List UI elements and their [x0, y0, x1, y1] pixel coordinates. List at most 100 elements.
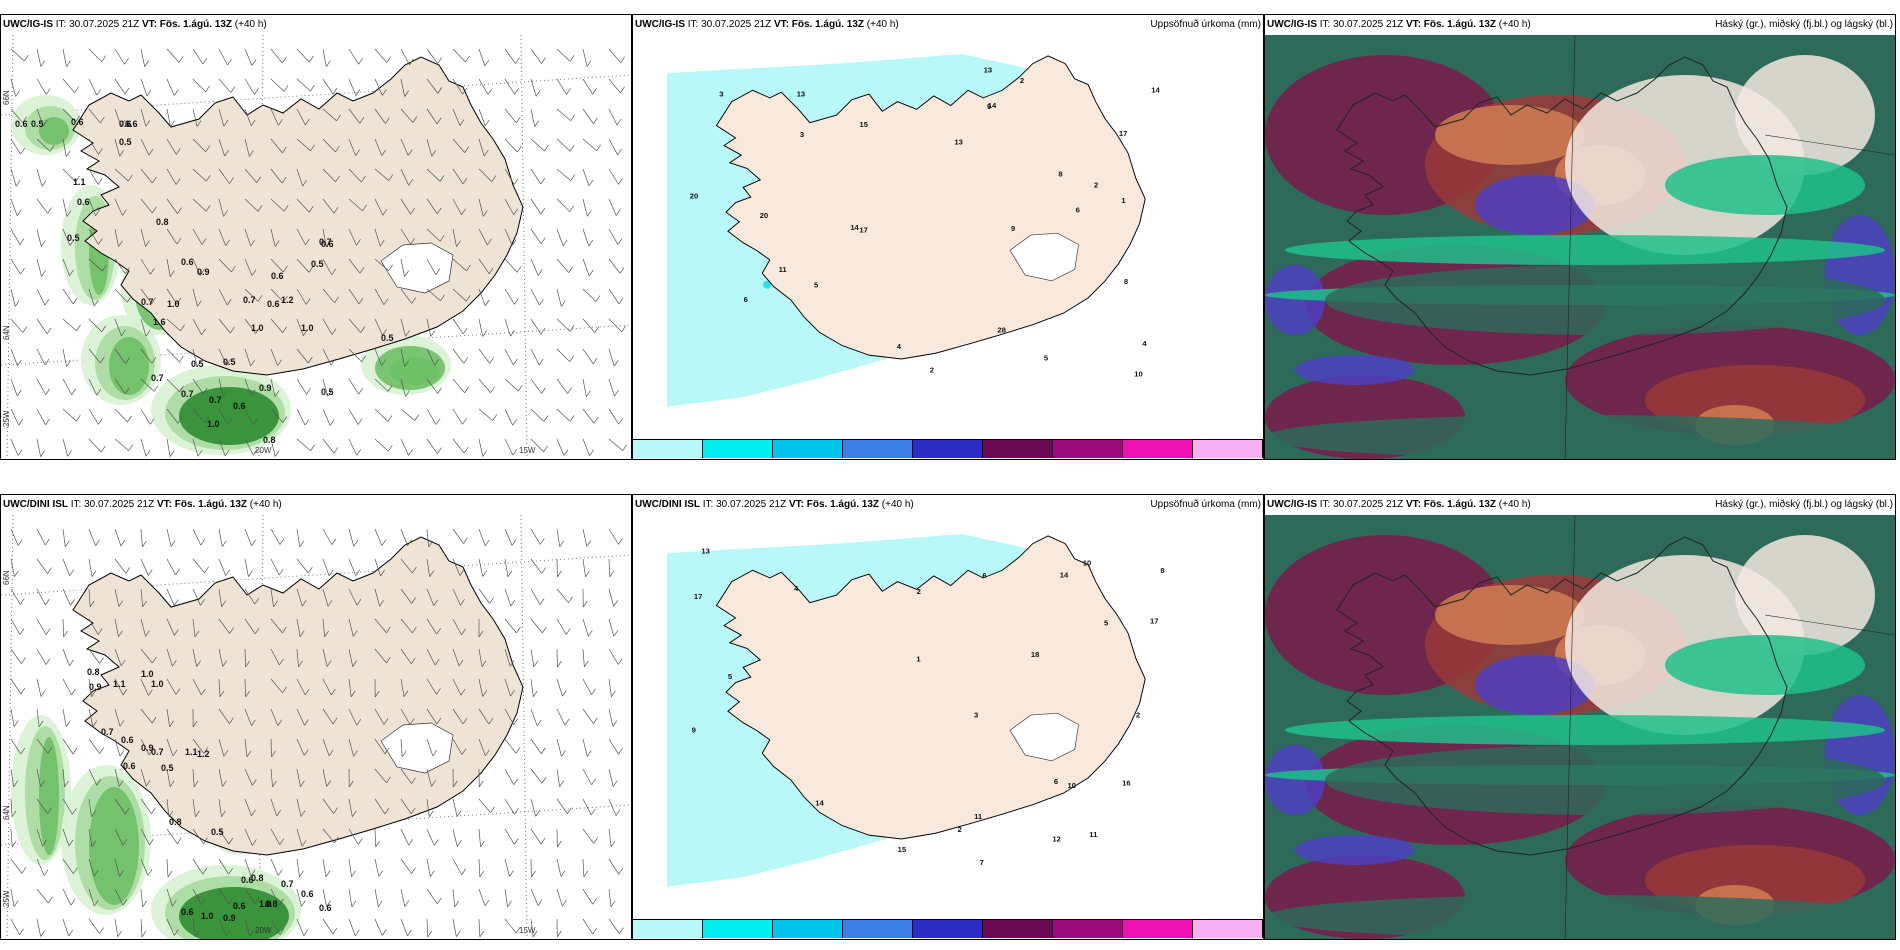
- cloud-panel-bottom: UWC/IG-IS IT: 30.07.2025 21Z VT: Fös. 1.…: [1264, 494, 1896, 940]
- valid-time: Fös. 1.ágú. 13Z: [1423, 499, 1496, 510]
- precip-value: 14: [988, 101, 997, 110]
- gust-value: 0.7: [151, 373, 164, 383]
- wind-barb: [530, 678, 534, 697]
- wind-barb: [192, 618, 196, 637]
- legend-swatch: [1193, 920, 1263, 938]
- wind-barb: [140, 528, 143, 547]
- wind-barb: [140, 48, 146, 67]
- wind-barb: [608, 378, 615, 397]
- wind-barb: [452, 348, 465, 364]
- precip-value: 5: [1044, 353, 1049, 362]
- wind-barb: [270, 168, 283, 184]
- wind-barb: [140, 78, 148, 97]
- legend-swatch: [913, 440, 983, 458]
- wind-barb: [192, 678, 202, 696]
- wind-barb: [244, 528, 252, 546]
- panel-header: UWC/IG-IS IT: 30.07.2025 21Z VT: Fös. 1.…: [1267, 499, 1893, 513]
- legend-tick: 150: [1055, 938, 1068, 939]
- wind-barb: [556, 678, 563, 697]
- wind-barb: [374, 708, 385, 725]
- wind-barb: [36, 348, 46, 366]
- gust-value: 0.6: [119, 119, 132, 129]
- wind-barb: [192, 48, 204, 65]
- wind-barb: [374, 768, 387, 784]
- precip-value: 18: [1031, 650, 1039, 659]
- wind-barb: [140, 318, 147, 337]
- wind-barb: [348, 828, 359, 845]
- precip-value: 8: [1058, 169, 1062, 178]
- wind-barb: [88, 438, 102, 453]
- wind-barb: [270, 348, 278, 366]
- wind-barb: [426, 618, 438, 635]
- legend-swatch: [703, 440, 773, 458]
- wind-barb: [400, 588, 412, 604]
- wind-barb: [296, 348, 309, 364]
- model-name: UWC/DINI ISL: [3, 499, 68, 510]
- wind-barb: [530, 228, 542, 245]
- gust-value: 0.9: [141, 743, 154, 753]
- wind-barb: [244, 138, 250, 157]
- wind-barb: [10, 918, 20, 936]
- wind-barb: [582, 678, 592, 696]
- wind-barb: [582, 138, 597, 152]
- wind-barb: [400, 858, 412, 874]
- wind-barb: [218, 798, 222, 817]
- wind-barb: [88, 588, 91, 607]
- wind-barb: [62, 318, 77, 332]
- wind-barb: [62, 558, 71, 576]
- wind-barb: [426, 738, 434, 757]
- wind-barb: [400, 408, 416, 421]
- model-name: UWC/IG-IS: [3, 19, 53, 30]
- wind-barb: [270, 528, 281, 545]
- wind-barb: [400, 678, 405, 697]
- wind-barb: [322, 228, 327, 247]
- wind-barb: [244, 78, 255, 95]
- wind-barb: [10, 378, 18, 397]
- wind-barb: [478, 108, 486, 126]
- wind-barb: [114, 198, 123, 216]
- wind-barb: [504, 918, 517, 934]
- precip-value: 5: [1104, 618, 1109, 627]
- wind-barb: [400, 288, 413, 304]
- wind-barb: [114, 708, 121, 727]
- precip-panel-bottom: UWC/DINI ISL IT: 30.07.2025 21Z VT: Fös.…: [632, 494, 1264, 940]
- wind-barb: [478, 588, 490, 604]
- wind-barb: [88, 528, 96, 546]
- wind-barb: [400, 198, 411, 215]
- wind-barb: [426, 558, 431, 577]
- wind-barb: [608, 918, 620, 934]
- wind-barb: [192, 138, 206, 152]
- wind-barb: [478, 168, 493, 182]
- wind-barb: [426, 108, 438, 125]
- wind-barb: [556, 258, 570, 273]
- wind-barb: [36, 408, 46, 426]
- wind-barb: [62, 378, 73, 395]
- wind-barb: [556, 708, 566, 726]
- wind-barb: [88, 738, 100, 754]
- gust-value: 1.0: [141, 669, 154, 679]
- wind-barb: [10, 108, 23, 123]
- wind-barb: [244, 378, 252, 397]
- wind-barb: [504, 318, 511, 337]
- wind-barb: [114, 738, 121, 757]
- wind-barb: [10, 678, 22, 695]
- wind-barb: [374, 918, 383, 936]
- wind-barb: [296, 258, 310, 273]
- wind-barb: [88, 558, 93, 577]
- legend-tick: 400: [1195, 458, 1208, 459]
- wind-barb: [296, 708, 305, 726]
- wind-barb: [166, 348, 180, 363]
- wind-barb: [582, 378, 587, 397]
- precip-value: 3: [719, 90, 723, 99]
- wind-barb: [348, 858, 352, 877]
- wind-barb: [166, 318, 181, 332]
- precip-value: 9: [692, 725, 696, 734]
- wind-barb: [400, 708, 411, 725]
- wind-barb: [322, 108, 337, 122]
- wind-barb: [166, 768, 171, 787]
- wind-barb: [218, 408, 229, 425]
- wind-barb: [556, 768, 561, 787]
- wind-barb: [296, 168, 304, 187]
- gust-value: 0.8: [251, 873, 264, 883]
- wind-barb: [452, 708, 464, 725]
